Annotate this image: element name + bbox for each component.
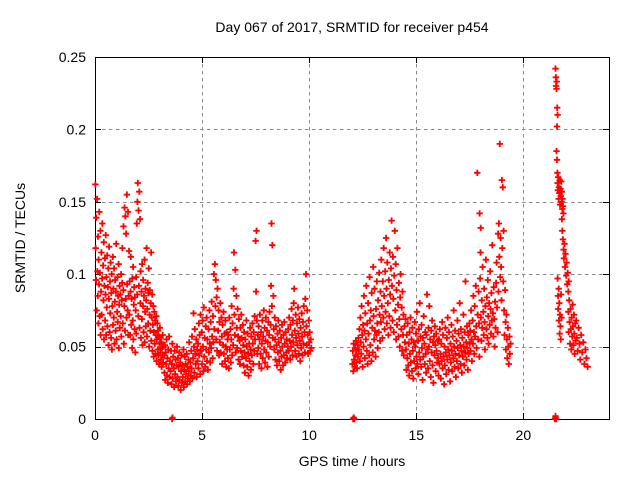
- y-axis-label: SRMTID / TECUs: [12, 182, 28, 294]
- y-tick-label: 0.1: [67, 266, 87, 282]
- y-tick-label: 0.05: [59, 339, 86, 355]
- x-tick-label: 0: [91, 427, 99, 443]
- x-tick-label: 20: [516, 427, 532, 443]
- data-points: [92, 65, 591, 423]
- x-axis-label: GPS time / hours: [298, 453, 406, 469]
- chart-title: Day 067 of 2017, SRMTID for receiver p45…: [215, 19, 489, 35]
- y-tick-label: 0.25: [59, 49, 86, 65]
- y-tick-label: 0.2: [67, 121, 87, 137]
- y-tick-label: 0: [78, 411, 86, 427]
- y-tick-label: 0.15: [59, 194, 86, 210]
- x-tick-label: 10: [301, 427, 317, 443]
- x-tick-label: 5: [198, 427, 206, 443]
- x-tick-label: 15: [408, 427, 424, 443]
